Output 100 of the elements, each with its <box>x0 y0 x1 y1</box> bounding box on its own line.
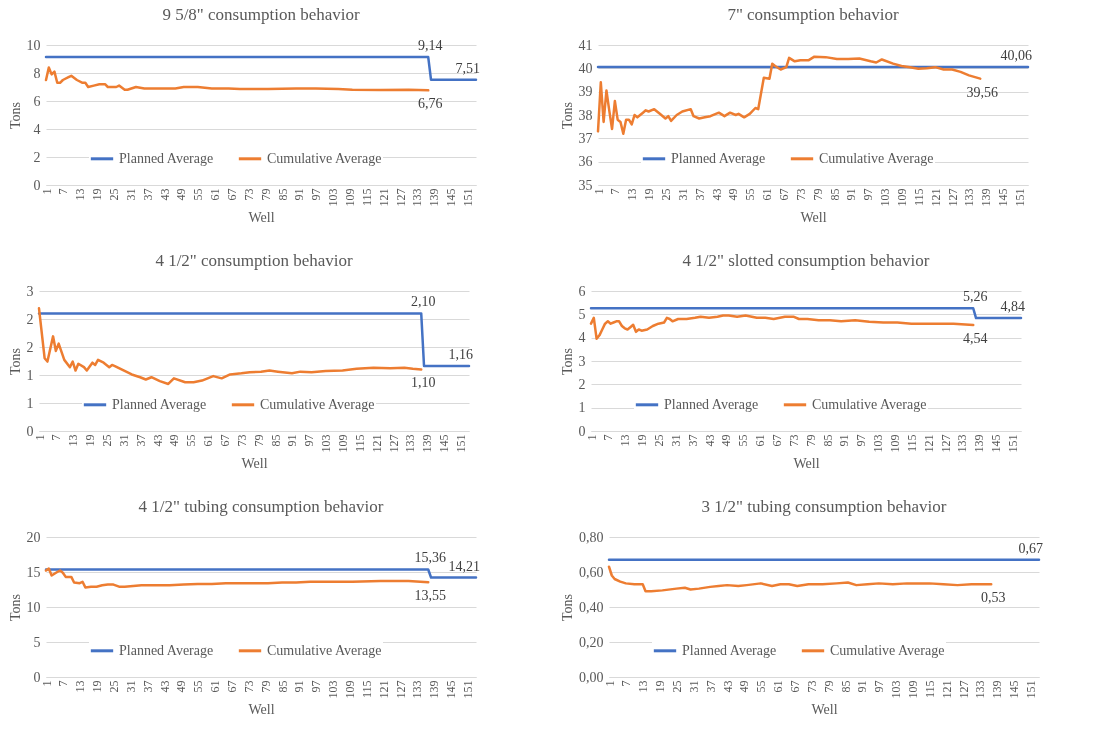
data-label: 2,10 <box>410 294 436 310</box>
x-tick-label: 139 <box>420 434 435 453</box>
x-tick-label: 25 <box>651 434 666 447</box>
x-tick-label: 109 <box>888 434 903 453</box>
x-tick-label: 115 <box>359 680 374 699</box>
data-label: 14,21 <box>448 558 480 574</box>
x-tick-label: 43 <box>157 680 172 693</box>
y-tick-label: 37 <box>578 130 593 146</box>
x-tick-label: 61 <box>201 434 216 447</box>
x-tick-label: 79 <box>821 680 836 693</box>
x-tick-label: 121 <box>369 434 384 453</box>
y-axis-title: Tons <box>7 347 23 376</box>
x-tick-label: 133 <box>962 188 977 207</box>
x-tick-label: 67 <box>224 680 239 693</box>
y-tick-label: 10 <box>26 599 41 615</box>
x-tick-label: 145 <box>989 434 1004 453</box>
x-tick-label: 97 <box>309 188 324 201</box>
x-tick-label: 25 <box>669 680 684 693</box>
x-tick-label: 97 <box>872 680 887 693</box>
x-axis-title: Well <box>241 455 268 471</box>
x-tick-label: 85 <box>820 434 835 447</box>
x-tick-label: 61 <box>208 680 223 693</box>
y-tick-label: 2 <box>26 339 34 355</box>
x-tick-label: 115 <box>352 434 367 453</box>
x-tick-label: 91 <box>292 188 307 201</box>
x-tick-label: 73 <box>793 188 808 201</box>
x-tick-label: 151 <box>1013 188 1028 207</box>
x-tick-label: 31 <box>668 434 683 447</box>
y-tick-label: 35 <box>578 177 593 193</box>
x-tick-label: 145 <box>444 680 459 699</box>
data-label: 39,56 <box>966 84 998 100</box>
x-tick-label: 97 <box>861 188 876 201</box>
x-tick-label: 85 <box>275 188 290 201</box>
x-tick-label: 31 <box>123 680 138 693</box>
x-tick-label: 55 <box>191 188 206 201</box>
y-tick-label: 1 <box>26 395 34 411</box>
y-tick-label: 41 <box>578 37 593 53</box>
x-tick-label: 19 <box>90 188 105 201</box>
x-tick-label: 127 <box>956 680 971 699</box>
y-tick-label: 15 <box>26 564 41 580</box>
legend-label: Cumulative Average <box>267 642 382 658</box>
x-tick-label: 151 <box>1024 680 1039 699</box>
x-tick-label: 67 <box>224 188 239 201</box>
x-axis-title: Well <box>800 209 827 225</box>
x-tick-label: 133 <box>410 188 425 207</box>
x-tick-label: 145 <box>1007 680 1022 699</box>
x-tick-label: 19 <box>635 434 650 447</box>
legend-label: Cumulative Average <box>830 642 945 658</box>
x-tick-label: 97 <box>309 680 324 693</box>
x-tick-label: 61 <box>760 188 775 201</box>
x-tick-label: 79 <box>258 188 273 201</box>
x-tick-label: 109 <box>343 188 358 207</box>
y-tick-label: 2 <box>578 376 586 392</box>
x-tick-label: 109 <box>336 434 351 453</box>
x-tick-label: 37 <box>692 188 707 201</box>
x-tick-label: 127 <box>386 434 401 453</box>
x-tick-label: 109 <box>343 680 358 699</box>
x-tick-label: 115 <box>922 680 937 699</box>
y-tick-label: 0 <box>26 423 34 439</box>
data-label: 40,06 <box>1000 47 1032 63</box>
x-axis-title: Well <box>811 701 838 717</box>
x-tick-label: 85 <box>275 680 290 693</box>
y-tick-label: 6 <box>578 283 586 299</box>
x-tick-label: 127 <box>393 188 408 207</box>
data-label: 7,51 <box>455 60 480 76</box>
x-tick-label: 37 <box>685 434 700 447</box>
x-tick-label: 139 <box>972 434 987 453</box>
y-tick-label: 0 <box>33 177 41 193</box>
x-tick-label: 13 <box>73 680 88 693</box>
x-tick-label: 79 <box>803 434 818 447</box>
legend-label: Planned Average <box>119 642 214 658</box>
x-tick-label: 25 <box>658 188 673 201</box>
x-tick-label: 133 <box>973 680 988 699</box>
y-tick-label: 40 <box>578 60 593 76</box>
x-tick-label: 103 <box>319 434 334 453</box>
legend-label: Cumulative Average <box>260 396 375 412</box>
x-tick-label: 127 <box>945 188 960 207</box>
data-label: 9,14 <box>417 38 443 54</box>
x-tick-label: 7 <box>601 434 616 441</box>
x-tick-label: 103 <box>326 680 341 699</box>
y-tick-label: 39 <box>578 84 593 100</box>
x-tick-label: 49 <box>174 680 189 693</box>
x-tick-label: 133 <box>403 434 418 453</box>
x-tick-label: 133 <box>955 434 970 453</box>
x-tick-label: 55 <box>736 434 751 447</box>
line-series <box>607 565 993 593</box>
x-tick-label: 151 <box>461 680 476 699</box>
legend-label: Cumulative Average <box>267 150 382 166</box>
x-tick-label: 73 <box>241 188 256 201</box>
legend-label: Planned Average <box>664 396 759 412</box>
chart-title: 3 1/2" tubing consumption behavior <box>701 497 947 516</box>
x-tick-label: 151 <box>454 434 469 453</box>
legend-label: Cumulative Average <box>812 396 927 412</box>
x-tick-label: 55 <box>191 680 206 693</box>
x-tick-label: 19 <box>90 680 105 693</box>
y-tick-label: 2 <box>33 149 41 165</box>
chart-title: 9 5/8" consumption behavior <box>162 5 360 24</box>
legend-label: Planned Average <box>119 150 214 166</box>
x-tick-label: 109 <box>906 680 921 699</box>
x-tick-label: 61 <box>771 680 786 693</box>
